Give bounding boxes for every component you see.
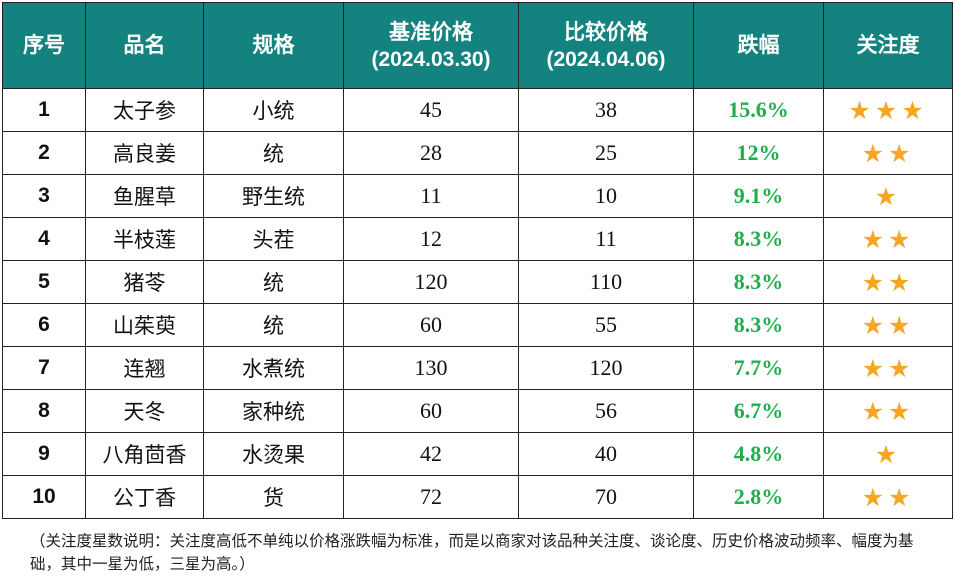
- row-drop: 4.8%: [693, 432, 824, 476]
- row-compare-price: 55: [518, 303, 694, 347]
- row-compare-price: 10: [518, 174, 694, 218]
- table-row: 6 山茱萸 统 60 55 8.3% ★★: [2, 303, 953, 347]
- header-spec: 规格: [203, 2, 344, 89]
- table-row: 2 高良姜 统 28 25 12% ★★: [2, 131, 953, 175]
- table-row: 1 太子参 小统 45 38 15.6% ★★★: [2, 88, 953, 132]
- row-name: 太子参: [85, 88, 204, 132]
- header-compare-price: 比较价格 (2024.04.06): [518, 2, 694, 89]
- row-index: 7: [2, 346, 86, 390]
- row-compare-price: 110: [518, 260, 694, 304]
- header-attention: 关注度: [823, 2, 953, 89]
- row-drop: 15.6%: [693, 88, 824, 132]
- row-compare-price: 11: [518, 217, 694, 261]
- row-base-price: 130: [343, 346, 519, 390]
- row-spec: 小统: [203, 88, 344, 132]
- header-index: 序号: [2, 2, 86, 89]
- row-index: 5: [2, 260, 86, 304]
- row-base-price: 60: [343, 389, 519, 433]
- row-base-price: 12: [343, 217, 519, 261]
- row-spec: 货: [203, 475, 344, 519]
- row-spec: 家种统: [203, 389, 344, 433]
- row-name: 山茱萸: [85, 303, 204, 347]
- row-index: 9: [2, 432, 86, 476]
- row-base-price: 72: [343, 475, 519, 519]
- table-row: 8 天冬 家种统 60 56 6.7% ★★: [2, 389, 953, 433]
- row-compare-price: 25: [518, 131, 694, 175]
- price-drop-table: 序号 品名 规格 基准价格 (2024.03.30) 比较价格 (2024.04…: [2, 2, 953, 519]
- star-rating-icon: ★: [823, 174, 953, 218]
- row-drop: 8.3%: [693, 303, 824, 347]
- table-row: 10 公丁香 货 72 70 2.8% ★★: [2, 475, 953, 519]
- row-drop: 12%: [693, 131, 824, 175]
- row-index: 4: [2, 217, 86, 261]
- star-rating-icon: ★★: [823, 475, 953, 519]
- header-base-date: (2024.03.30): [371, 47, 491, 71]
- row-spec: 统: [203, 303, 344, 347]
- row-index: 8: [2, 389, 86, 433]
- header-name: 品名: [85, 2, 204, 89]
- row-compare-price: 120: [518, 346, 694, 390]
- row-index: 1: [2, 88, 86, 132]
- header-compare-date: (2024.04.06): [546, 47, 666, 71]
- star-rating-icon: ★: [823, 432, 953, 476]
- row-compare-price: 70: [518, 475, 694, 519]
- star-rating-icon: ★★: [823, 346, 953, 390]
- star-rating-icon: ★★: [823, 260, 953, 304]
- star-rating-icon: ★★: [823, 303, 953, 347]
- row-name: 连翘: [85, 346, 204, 390]
- row-name: 天冬: [85, 389, 204, 433]
- header-drop: 跌幅: [693, 2, 824, 89]
- row-drop: 9.1%: [693, 174, 824, 218]
- row-name: 公丁香: [85, 475, 204, 519]
- row-base-price: 120: [343, 260, 519, 304]
- row-spec: 野生统: [203, 174, 344, 218]
- row-compare-price: 38: [518, 88, 694, 132]
- star-rating-icon: ★★★: [823, 88, 953, 132]
- row-name: 半枝莲: [85, 217, 204, 261]
- header-row: 序号 品名 规格 基准价格 (2024.03.30) 比较价格 (2024.04…: [2, 2, 953, 89]
- table-row: 5 猪苓 统 120 110 8.3% ★★: [2, 260, 953, 304]
- table-row: 9 八角茴香 水烫果 42 40 4.8% ★: [2, 432, 953, 476]
- header-base-price: 基准价格 (2024.03.30): [343, 2, 519, 89]
- row-spec: 统: [203, 131, 344, 175]
- row-drop: 2.8%: [693, 475, 824, 519]
- row-drop: 6.7%: [693, 389, 824, 433]
- row-base-price: 11: [343, 174, 519, 218]
- row-compare-price: 40: [518, 432, 694, 476]
- row-base-price: 42: [343, 432, 519, 476]
- header-compare-price-label: 比较价格: [564, 20, 648, 44]
- row-drop: 7.7%: [693, 346, 824, 390]
- header-base-price-label: 基准价格: [389, 20, 473, 44]
- row-index: 10: [2, 475, 86, 519]
- row-compare-price: 56: [518, 389, 694, 433]
- attention-footnote: （关注度星数说明：关注度高低不单纯以价格涨跌幅为标准，而是以商家对该品种关注度、…: [30, 532, 914, 573]
- row-index: 2: [2, 131, 86, 175]
- row-name: 鱼腥草: [85, 174, 204, 218]
- row-index: 6: [2, 303, 86, 347]
- star-rating-icon: ★★: [823, 389, 953, 433]
- star-rating-icon: ★★: [823, 217, 953, 261]
- row-base-price: 60: [343, 303, 519, 347]
- table-row: 4 半枝莲 头茬 12 11 8.3% ★★: [2, 217, 953, 261]
- row-index: 3: [2, 174, 86, 218]
- row-drop: 8.3%: [693, 217, 824, 261]
- row-spec: 统: [203, 260, 344, 304]
- row-drop: 8.3%: [693, 260, 824, 304]
- table-row: 7 连翘 水煮统 130 120 7.7% ★★: [2, 346, 953, 390]
- row-spec: 水煮统: [203, 346, 344, 390]
- row-base-price: 45: [343, 88, 519, 132]
- row-name: 猪苓: [85, 260, 204, 304]
- row-name: 八角茴香: [85, 432, 204, 476]
- row-spec: 头茬: [203, 217, 344, 261]
- row-base-price: 28: [343, 131, 519, 175]
- table-row: 3 鱼腥草 野生统 11 10 9.1% ★: [2, 174, 953, 218]
- row-spec: 水烫果: [203, 432, 344, 476]
- row-name: 高良姜: [85, 131, 204, 175]
- star-rating-icon: ★★: [823, 131, 953, 175]
